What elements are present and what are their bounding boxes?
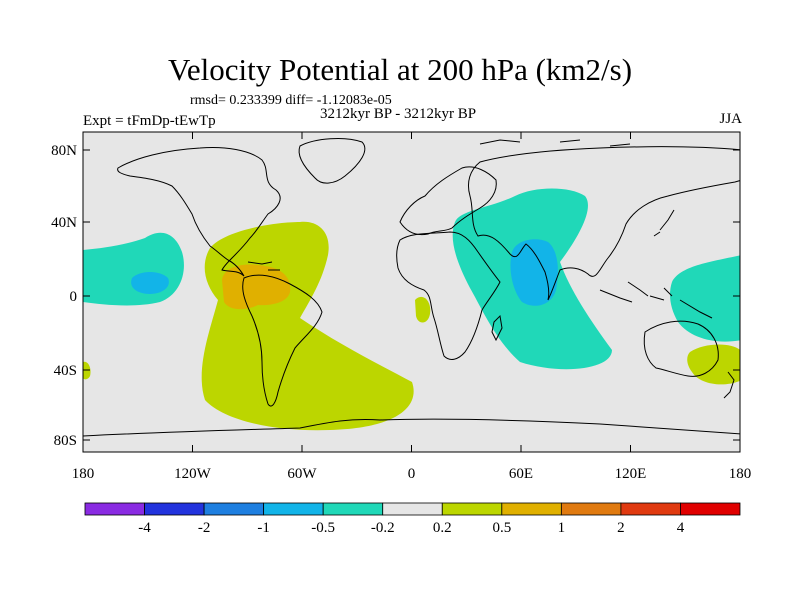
- x-tick-label: 120E: [615, 466, 647, 482]
- x-tick-label: 120W: [174, 466, 212, 482]
- x-axis: 180 120W 60W 0 60E 120E 180: [72, 132, 752, 482]
- coast-se-asia: [599, 281, 713, 319]
- stats-line: rmsd= 0.233399 diff= -1.12083e-05: [190, 93, 392, 108]
- coast-australia: [643, 320, 719, 377]
- subtitle: 3212kyr BP - 3212kyr BP: [320, 106, 477, 122]
- coast-caribbean: [247, 261, 280, 271]
- colorbar-swatch: [382, 502, 443, 516]
- x-tick-label: 60W: [287, 466, 317, 482]
- colorbar-swatch: [680, 502, 741, 516]
- colorbar-label: -0.2: [371, 520, 395, 536]
- colorbar-swatch: [560, 502, 622, 516]
- x-tick-label: 180: [72, 466, 95, 482]
- colorbar: -4 -2 -1 -0.5 -0.2 0.2 0.5 1 2 4: [84, 502, 741, 536]
- season-label: JJA: [719, 111, 742, 127]
- plot-background: [83, 132, 740, 452]
- map-title: Velocity Potential at 200 hPa (km2/s): [167, 52, 633, 87]
- colorbar-swatch: [144, 502, 205, 516]
- colorbar-label: -1: [257, 520, 270, 536]
- colorbar-swatch: [501, 502, 562, 516]
- x-tick-label: 0: [408, 466, 416, 482]
- positive-core-americas: [222, 264, 291, 310]
- y-tick-label: 0: [70, 289, 78, 305]
- positive-anomaly-sw-pacific: [687, 344, 740, 385]
- colorbar-label: 4: [677, 520, 685, 536]
- colorbar-label: -2: [198, 520, 211, 536]
- x-tick-label: 180: [729, 466, 752, 482]
- negative-anomaly-west-pacific: [670, 255, 740, 342]
- y-tick-label: 80N: [51, 143, 77, 159]
- coast-antarctica: [83, 418, 740, 437]
- coast-south-america: [242, 274, 323, 407]
- colorbar-swatch: [322, 502, 384, 516]
- coast-asia: [467, 146, 740, 301]
- coast-madagascar: [491, 314, 503, 342]
- y-tick-label: 40S: [54, 363, 77, 379]
- coastlines: [83, 138, 740, 437]
- colorbar-label: -0.5: [311, 520, 335, 536]
- coast-greenland: [298, 138, 366, 184]
- coast-arctic-islands: [479, 139, 631, 147]
- x-tick-label: 60E: [509, 466, 533, 482]
- negative-core-india: [510, 239, 558, 306]
- colorbar-label: -4: [138, 520, 151, 536]
- positive-anomaly-gulf-guinea: [415, 296, 431, 323]
- coast-japan: [653, 209, 675, 237]
- colorbar-label: 0.5: [492, 520, 511, 536]
- positive-anomaly-edge: [83, 361, 91, 380]
- negative-core-east-pacific: [131, 272, 169, 294]
- contour-fills: [83, 188, 740, 431]
- y-tick-label: 80S: [54, 433, 77, 449]
- coast-new-zealand: [723, 371, 735, 399]
- experiment-label: Expt = tFmDp-tEwTp: [83, 113, 216, 129]
- colorbar-label: 1: [558, 520, 566, 536]
- colorbar-swatch: [620, 502, 681, 516]
- coast-africa: [396, 231, 501, 360]
- y-tick-label: 40N: [51, 215, 77, 231]
- colorbar-label: 0.2: [433, 520, 452, 536]
- colorbar-label: 2: [617, 520, 625, 536]
- coast-north-america: [117, 147, 281, 277]
- colorbar-swatch: [84, 502, 145, 516]
- y-axis: 80N 40N 0 40S 80S: [51, 143, 740, 449]
- colorbar-swatch: [203, 502, 265, 516]
- colorbar-swatch: [263, 502, 324, 516]
- colorbar-swatch: [441, 502, 503, 516]
